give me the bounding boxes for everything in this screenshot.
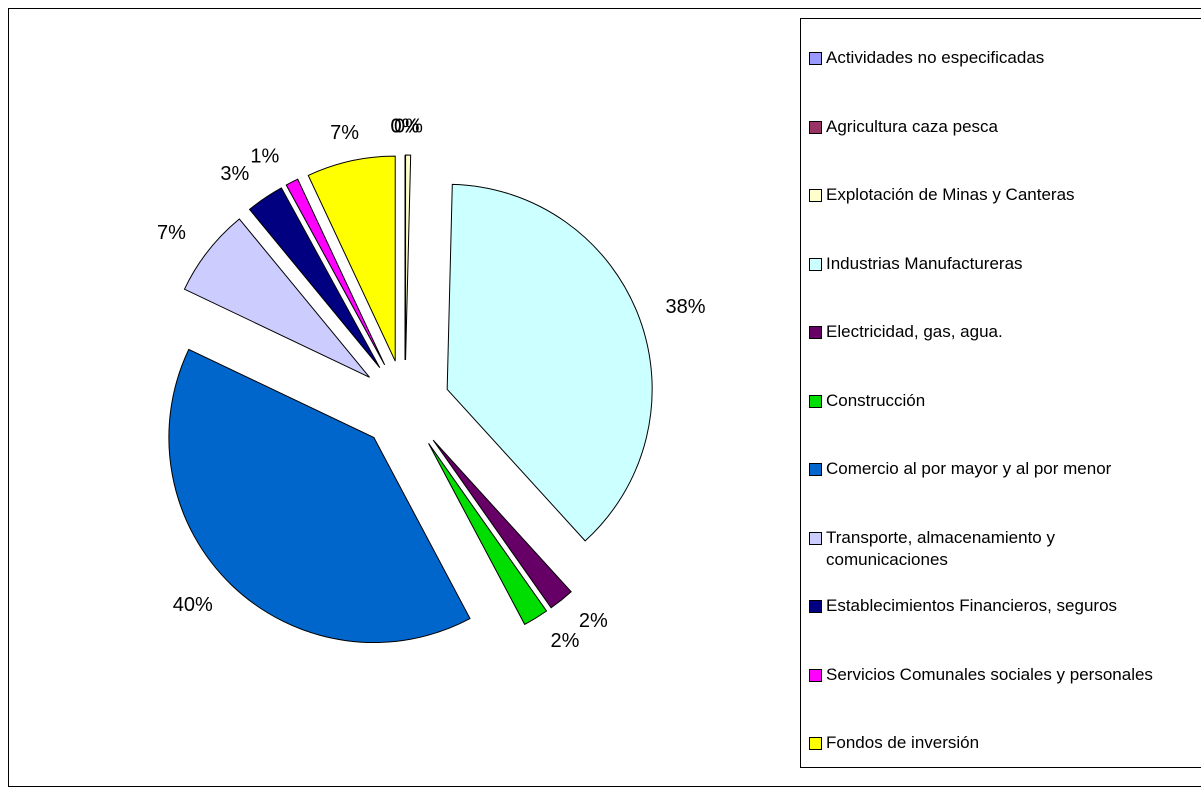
pie-slice [285,178,386,366]
data-label: 1% [250,145,279,167]
legend-swatch [809,326,822,339]
legend-label: Fondos de inversión [826,733,980,752]
legend-item: Industrias Manufactureras [809,253,1166,275]
chart-border [8,8,1201,787]
data-label: 38% [665,296,705,318]
legend-swatch [809,668,822,682]
legend-item: Actividades no especificadas [809,47,1166,69]
legend-label: Servicios Comunales sociales y personale… [826,664,1153,684]
data-label: 3% [220,163,249,185]
legend-swatch [809,257,822,271]
data-label: 7% [157,222,186,244]
legend-swatch [809,600,822,613]
legend-label: Transporte, almacenamiento y comunicacio… [826,527,1055,569]
pie-slice [428,443,548,626]
legend: Actividades no especificadas Agricultura … [800,18,1201,768]
legend-label: Electricidad, gas, agua. [826,322,1003,341]
legend-label: Explotación de Minas y Canteras [826,185,1075,204]
data-label: 0% [391,115,420,137]
pie-slice [168,348,471,643]
data-label: 2% [550,630,579,652]
legend-swatch [809,120,822,134]
legend-item: Agricultura caza pesca [809,116,1166,138]
legend-label: Establecimientos Financieros, seguros [826,596,1118,615]
data-label: 7% [330,122,359,144]
legend-item: Explotación de Minas y Canteras [809,184,1166,206]
data-label: 2% [579,610,608,632]
legend-item: Establecimientos Financieros, seguros [809,595,1166,617]
legend-swatch [809,52,822,65]
legend-swatch [809,394,822,408]
pie-slice [446,183,653,542]
data-label: 40% [173,594,213,616]
legend-label: Comercio al por mayor y al por menor [826,459,1112,478]
legend-item: Electricidad, gas, agua. [809,321,1166,343]
pie-slice [307,155,396,362]
legend-label: Actividades no especificadas [826,48,1045,67]
legend-swatch [809,463,822,476]
legend-item: Transporte, almacenamiento y comunicacio… [809,527,1166,571]
legend-item: Comercio al por mayor y al por menor [809,458,1166,480]
pie-slice [405,154,412,361]
legend-label: Construcción [826,390,926,410]
data-label: 0% [394,115,423,137]
legend-label: Agricultura caza pesca [826,116,998,136]
data-label: 0% [391,115,420,137]
legend-label: Industrias Manufactureras [826,253,1023,273]
pie-slice [248,187,381,369]
legend-swatch [809,189,822,202]
legend-swatch [809,531,822,545]
pie-slice [432,439,572,609]
legend-item: Construcción [809,390,1166,412]
legend-swatch [809,737,822,750]
legend-item: Servicios Comunales sociales y personale… [809,664,1166,686]
legend-item: Fondos de inversión [809,732,1166,754]
pie-slice [183,218,370,378]
